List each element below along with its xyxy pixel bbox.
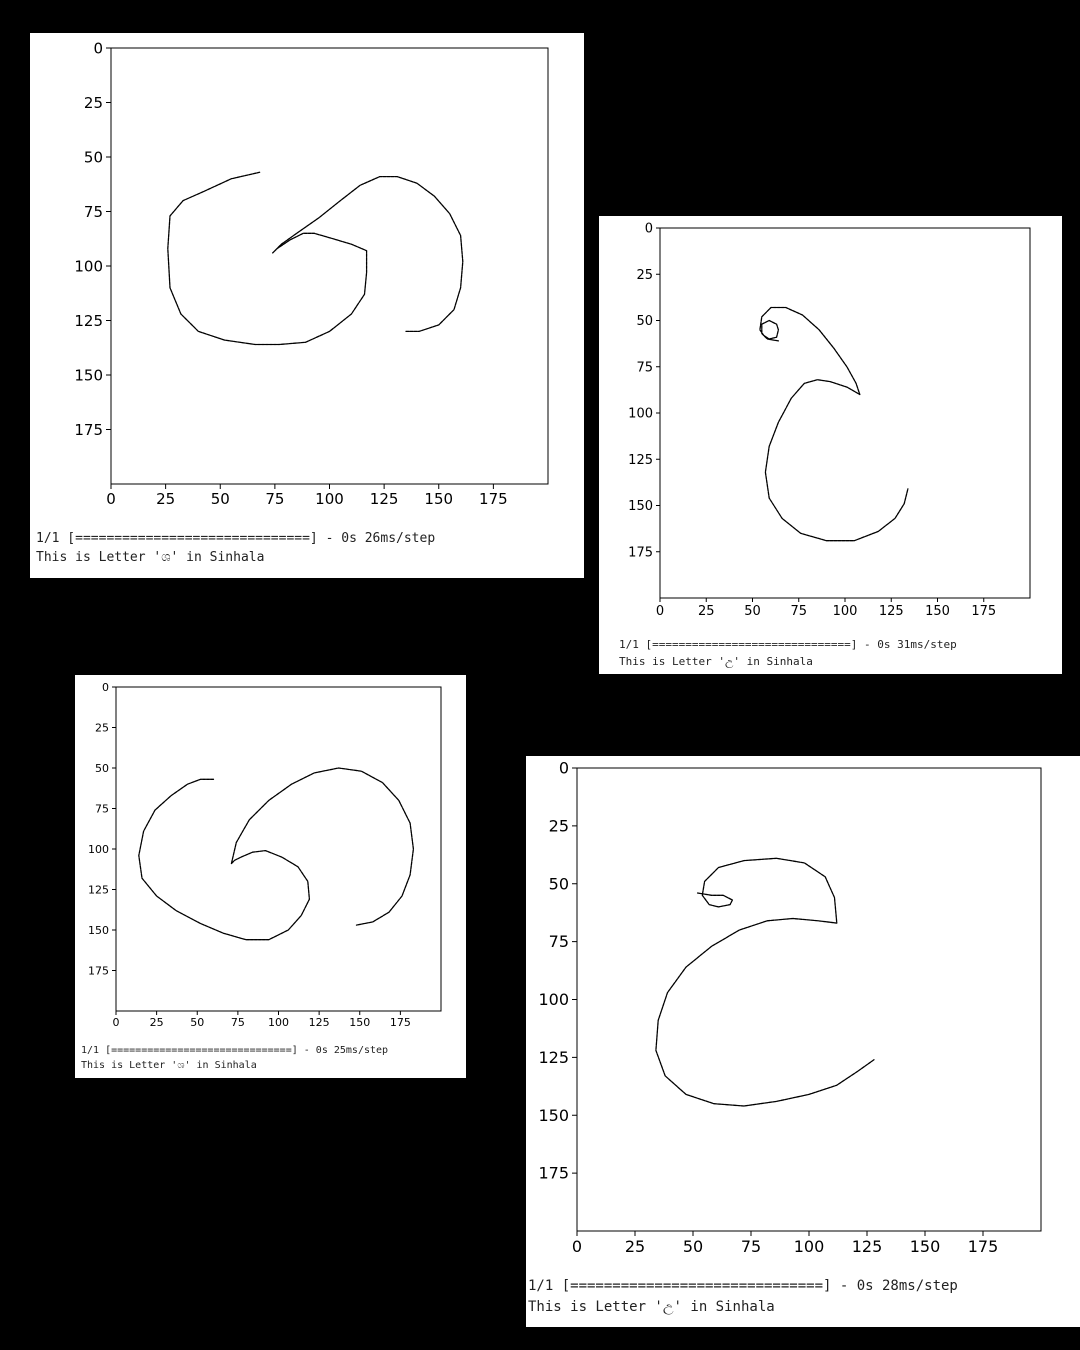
y-tick-label: 150 [538,1106,569,1125]
progress-line: 1/1 [==============================] - 0… [36,531,436,546]
x-tick-label: 50 [190,1016,204,1029]
letter-stroke [759,306,909,542]
y-tick-label: 175 [628,545,653,560]
console-output: 1/1 [==============================] - 0… [528,1276,958,1318]
letter-stroke [655,857,875,1107]
y-tick-label: 75 [636,360,653,375]
y-tick-label: 50 [84,148,103,166]
y-tick-label: 175 [538,1164,569,1183]
y-tick-label: 25 [95,721,109,734]
y-tick-label: 125 [88,883,109,896]
y-tick-label: 75 [95,802,109,815]
x-tick-label: 25 [698,604,715,619]
y-tick-label: 50 [95,762,109,775]
prediction-panel-2: 0 25 50 75 100 125 150 175 0 25 50 75 100 125 150 175 1… [599,216,1062,674]
axes-frame [115,686,442,1012]
y-tick-label: 100 [74,257,103,275]
letter-stroke [167,171,464,346]
y-tick-label: 100 [538,990,569,1009]
plot-area: 0 25 50 75 100 125 150 175 0 25 50 75 100 125 150 175 [74,39,549,508]
y-tick-label: 0 [93,39,103,57]
x-tick-label: 150 [349,1016,370,1029]
x-tick-label: 50 [211,490,230,508]
y-tick-label: 75 [84,203,103,221]
y-tick-label: 75 [549,932,569,951]
y-tick-label: 0 [559,759,569,778]
x-tick-label: 150 [925,604,950,619]
plot-area: 0 25 50 75 100 125 150 175 0 25 50 75 100 125 150 175 [88,681,442,1029]
plot-area: 0 25 50 75 100 125 150 175 0 25 50 75 100 125 150 175 [628,222,1031,619]
console-output: 1/1 [==============================] - 0… [619,636,957,670]
x-tick-label: 175 [968,1237,999,1256]
x-tick-label: 125 [309,1016,330,1029]
x-tick-label: 0 [106,490,116,508]
y-tick-label: 150 [88,924,109,937]
y-tick-label: 25 [636,268,653,283]
axes-frame [110,47,549,485]
y-tick-label: 100 [88,843,109,856]
x-tick-label: 100 [794,1237,825,1256]
y-tick-label: 175 [74,421,103,439]
x-tick-label: 100 [315,490,344,508]
y-tick-label: 125 [628,453,653,468]
x-tick-label: 125 [879,604,904,619]
y-tick-label: 100 [628,407,653,422]
console-output: 1/1 [==============================] - 0… [36,529,435,567]
x-tick-label: 100 [833,604,858,619]
x-tick-label: 125 [852,1237,883,1256]
result-line: This is Letter 'උ' in Sinhala [528,1299,775,1315]
y-tick-label: 125 [538,1048,569,1067]
x-tick-label: 0 [572,1237,582,1256]
y-tick-label: 125 [74,312,103,330]
y-tick-label: 50 [549,874,569,893]
x-tick-label: 150 [424,490,453,508]
y-tick-label: 0 [102,681,109,694]
x-tick-label: 100 [268,1016,289,1029]
axes-frame [576,767,1042,1232]
x-tick-label: 175 [971,604,996,619]
x-tick-label: 75 [790,604,807,619]
progress-line: 1/1 [==============================] - 0… [528,1278,958,1294]
x-tick-label: 0 [656,604,664,619]
x-tick-label: 50 [683,1237,703,1256]
y-tick-label: 0 [645,222,653,237]
result-line: This is Letter 'ශ' in Sinhala [81,1060,257,1071]
x-tick-label: 75 [231,1016,245,1029]
x-tick-label: 50 [744,604,761,619]
console-output: 1/1 [==============================] - 0… [81,1043,388,1073]
x-tick-label: 75 [265,490,284,508]
prediction-panel-3: 0 25 50 75 100 125 150 175 0 25 50 75 100 125 150 175 1… [75,675,466,1078]
x-tick-label: 75 [741,1237,761,1256]
progress-line: 1/1 [==============================] - 0… [619,638,957,651]
y-tick-label: 150 [74,366,103,384]
plot-area: 0 25 50 75 100 125 150 175 0 25 50 75 100 125 150 175 [538,759,1042,1256]
x-tick-label: 125 [370,490,399,508]
prediction-panel-4: 0 25 50 75 100 125 150 175 0 25 50 75 100 125 150 175 1… [526,756,1080,1327]
y-tick-label: 175 [88,964,109,977]
y-tick-label: 50 [636,314,653,329]
x-tick-label: 25 [625,1237,645,1256]
x-tick-label: 0 [113,1016,120,1029]
result-line: This is Letter 'උ' in Sinhala [619,655,813,668]
prediction-panel-1: 0 25 50 75 100 125 150 175 0 25 50 75 100 125 150 175 1… [30,33,584,578]
y-tick-label: 150 [628,499,653,514]
x-tick-label: 175 [390,1016,411,1029]
x-tick-label: 25 [156,490,175,508]
progress-line: 1/1 [==============================] - 0… [81,1045,389,1056]
result-line: This is Letter 'ශ' in Sinhala [36,550,265,565]
letter-stroke [138,767,415,941]
x-tick-label: 25 [150,1016,164,1029]
y-tick-label: 25 [84,94,103,112]
axes-frame [659,227,1031,599]
y-tick-label: 25 [549,816,569,835]
x-tick-label: 175 [479,490,508,508]
x-tick-label: 150 [910,1237,941,1256]
